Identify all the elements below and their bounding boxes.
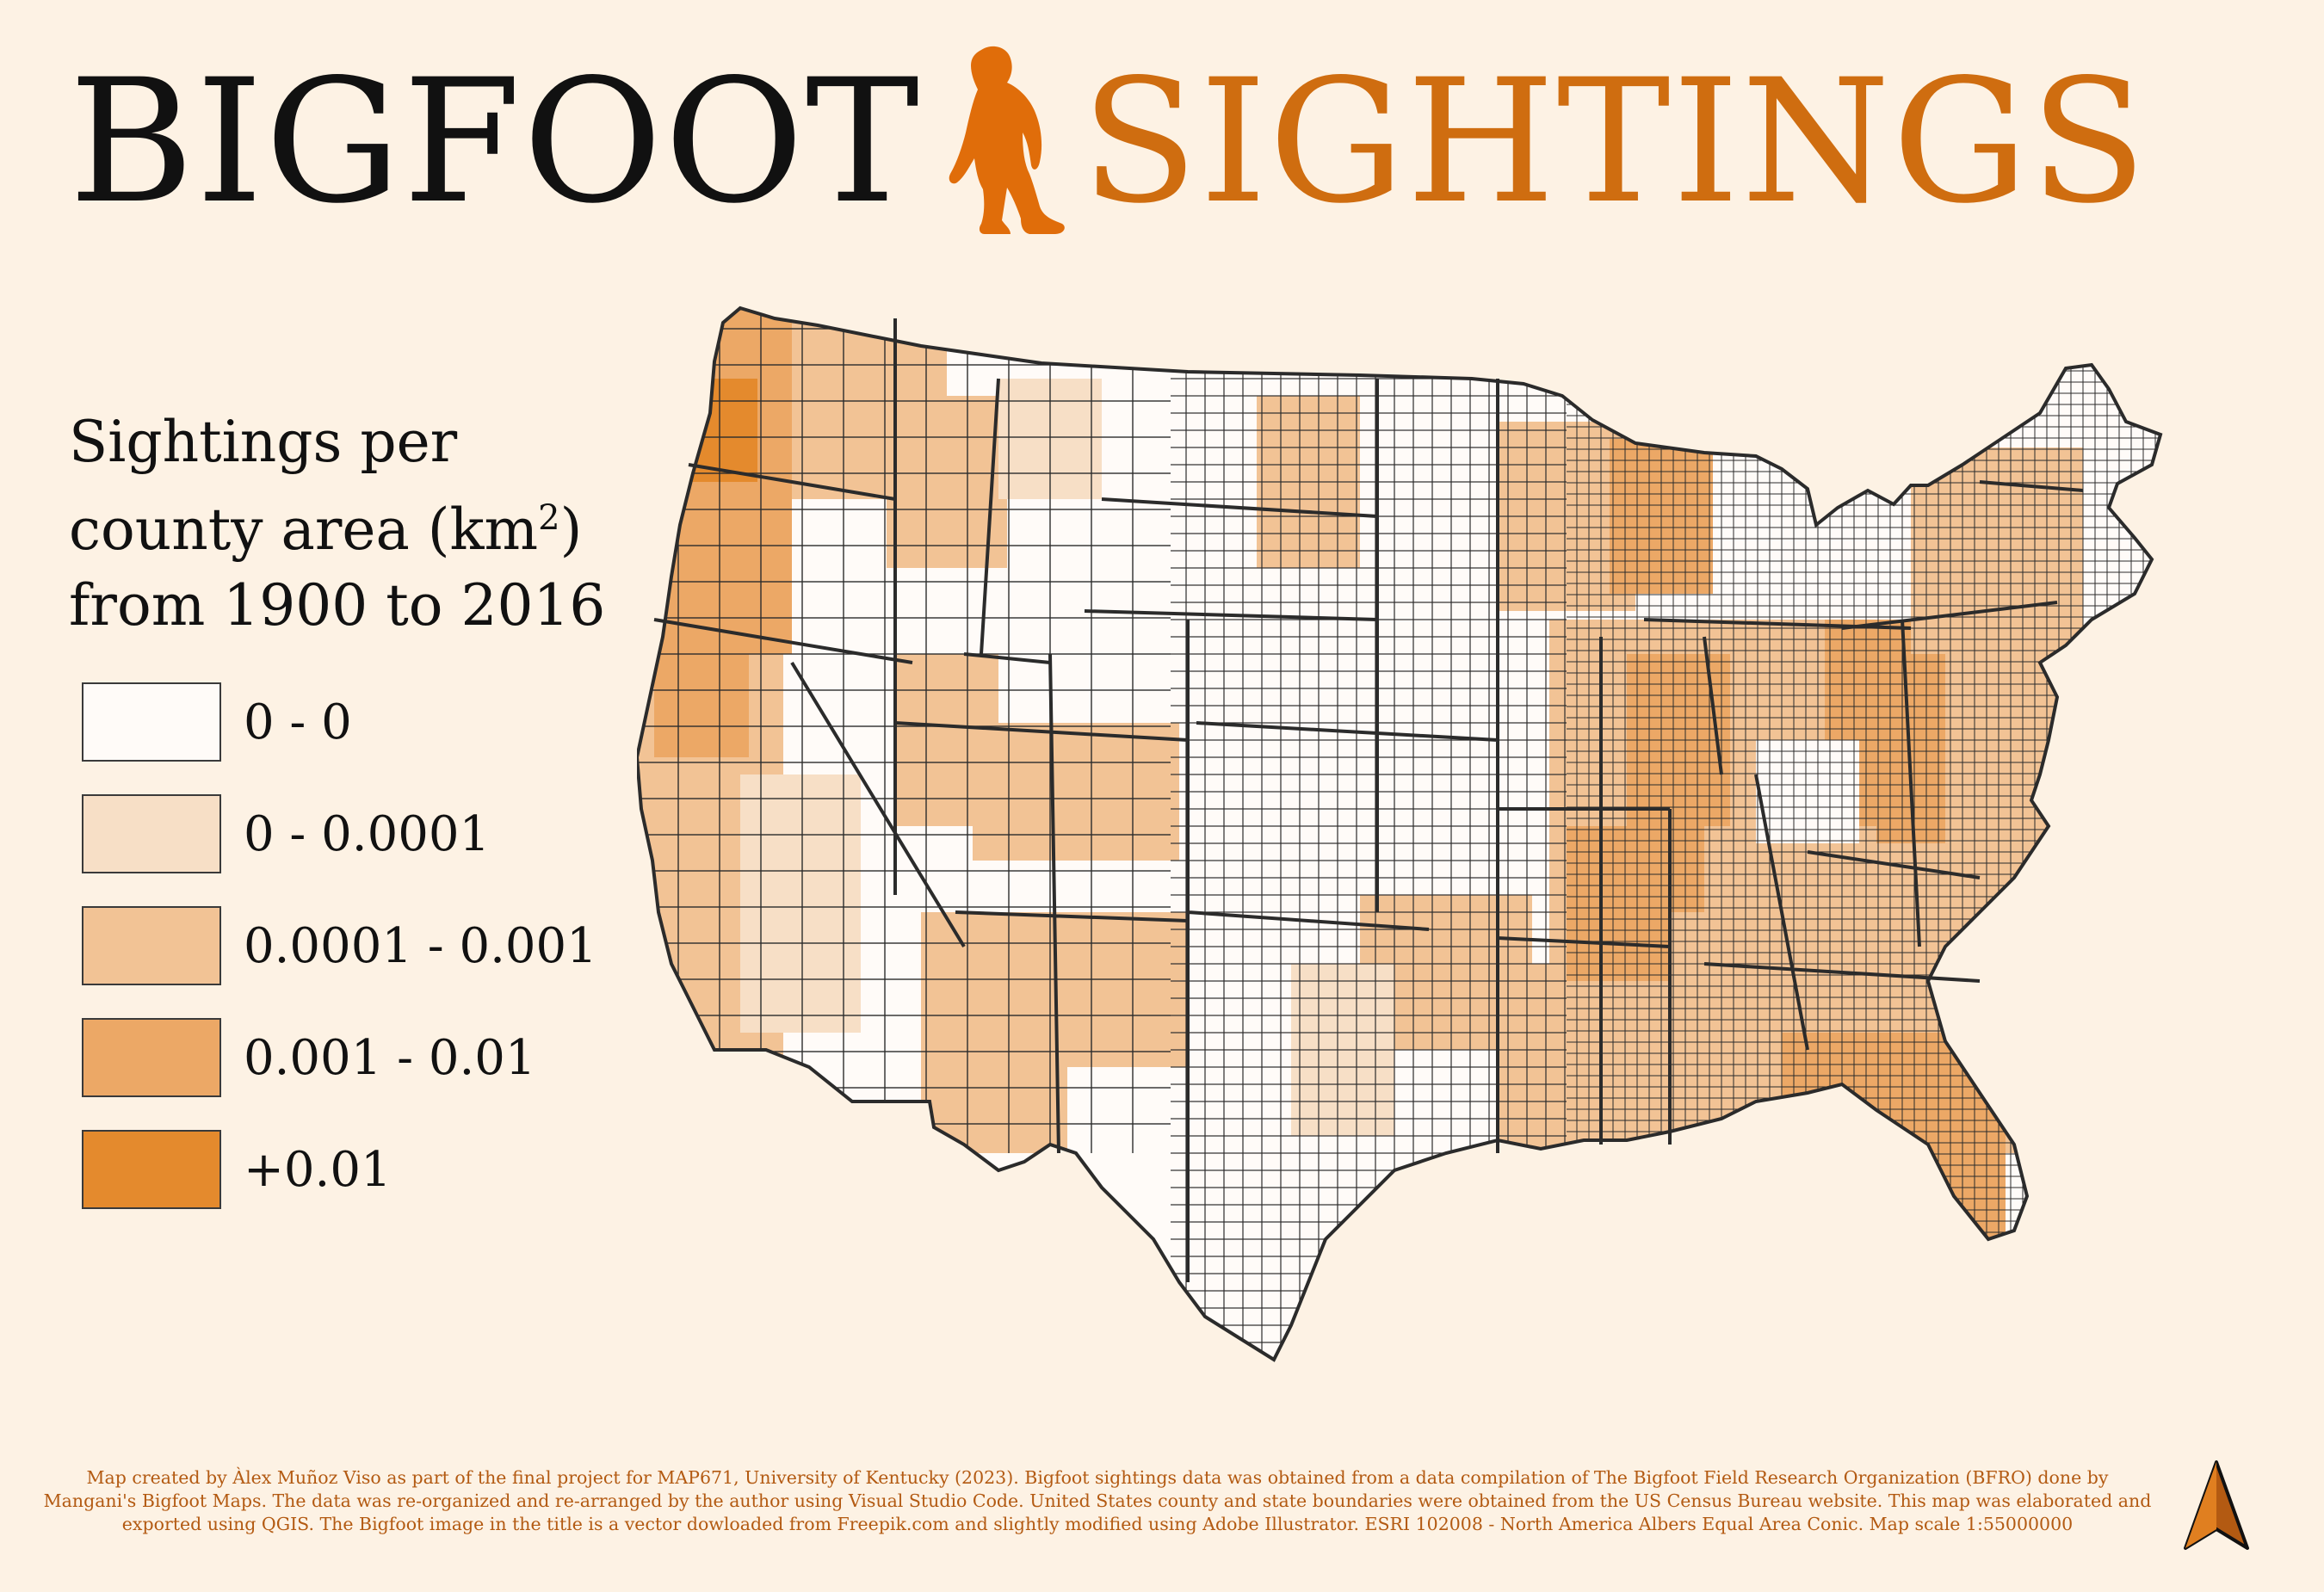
legend-title-line3: from 1900 to 2016: [69, 572, 606, 639]
county-fill-layer: [637, 308, 2160, 1360]
us-county-choropleth-map: [637, 306, 2162, 1361]
title-sightings: SIGHTINGS: [1080, 42, 2149, 241]
legend-swatch: [82, 682, 221, 762]
credits-line-3: exported using QGIS. The Bigfoot image i…: [121, 1514, 2074, 1534]
credits-line-2: Mangani's Bigfoot Maps. The data was re-…: [43, 1490, 2152, 1511]
legend-swatch: [82, 906, 221, 985]
legend-title-line2: county area (km2): [69, 497, 583, 563]
north-arrow-icon: [2184, 1460, 2249, 1550]
credits-line-1: Map created by Àlex Muñoz Viso as part o…: [86, 1467, 2109, 1488]
legend-swatch: [82, 1018, 221, 1097]
legend-item: 0.001 - 0.01: [82, 1018, 536, 1097]
legend-swatch: [82, 1130, 221, 1209]
map-title: BIGFOOT SIGHTINGS: [69, 34, 2148, 250]
legend-label: 0.0001 - 0.001: [244, 917, 597, 974]
legend-label: 0 - 0.0001: [244, 805, 491, 862]
title-bigfoot: BIGFOOT: [69, 42, 921, 241]
legend-label: 0.001 - 0.01: [244, 1029, 536, 1086]
legend-item: +0.01: [82, 1130, 392, 1209]
legend-label: +0.01: [244, 1141, 392, 1198]
bigfoot-silhouette-icon: [949, 46, 1065, 235]
legend-label: 0 - 0: [244, 694, 352, 750]
legend-title: Sightings per county area (km2) from 190…: [69, 404, 637, 644]
legend-swatch: [82, 794, 221, 873]
legend-item: 0 - 0.0001: [82, 794, 490, 873]
state-boundaries: [637, 306, 2162, 1361]
legend-title-line1: Sightings per: [69, 409, 458, 475]
legend-item: 0.0001 - 0.001: [82, 906, 597, 985]
legend-item: 0 - 0: [82, 682, 352, 762]
credits-text: Map created by Àlex Muñoz Viso as part o…: [26, 1466, 2169, 1536]
